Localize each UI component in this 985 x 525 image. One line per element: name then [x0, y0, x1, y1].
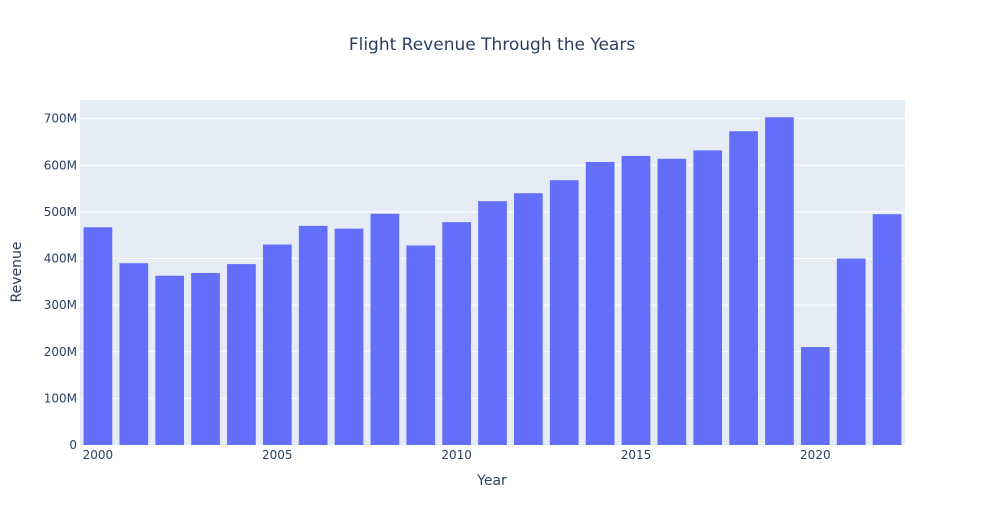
y-axis-title: Revenue — [9, 242, 25, 303]
bar[interactable] — [334, 228, 364, 445]
y-tick-label: 600M — [44, 158, 77, 172]
bar[interactable] — [836, 258, 866, 445]
bar[interactable] — [585, 162, 615, 445]
x-tick-label: 2000 — [83, 448, 114, 462]
x-tick-label: 2005 — [262, 448, 293, 462]
x-tick-label: 2020 — [800, 448, 831, 462]
bar[interactable] — [262, 244, 292, 445]
x-axis-title: Year — [476, 473, 507, 489]
bar[interactable] — [549, 180, 579, 445]
y-tick-label: 500M — [44, 205, 77, 219]
bar[interactable] — [119, 263, 149, 445]
y-tick-label: 400M — [44, 252, 77, 266]
bar[interactable] — [693, 150, 723, 445]
bar[interactable] — [478, 201, 507, 445]
chart-title: Flight Revenue Through the Years — [349, 35, 636, 55]
bar[interactable] — [298, 225, 328, 445]
y-axis-ticks: 0 100M 200M 300M 400M 500M 600M 700M — [44, 112, 77, 452]
bar[interactable] — [155, 275, 185, 445]
x-axis-ticks: 2000 2005 2010 2015 2020 — [83, 448, 831, 462]
bar[interactable] — [621, 155, 651, 445]
bar[interactable] — [657, 158, 687, 446]
bars — [83, 117, 902, 446]
bar[interactable] — [442, 222, 471, 445]
bar[interactable] — [227, 264, 256, 445]
bar[interactable] — [370, 213, 400, 445]
bar[interactable] — [191, 272, 220, 445]
y-tick-label: 0 — [69, 438, 77, 452]
bar[interactable] — [514, 193, 543, 445]
x-tick-label: 2015 — [621, 448, 652, 462]
y-tick-label: 700M — [44, 112, 77, 126]
bar[interactable] — [765, 117, 794, 445]
bar[interactable] — [83, 227, 113, 445]
bar[interactable] — [872, 214, 902, 445]
y-tick-label: 100M — [44, 391, 77, 405]
y-tick-label: 200M — [44, 345, 77, 359]
bar[interactable] — [729, 131, 758, 445]
y-tick-label: 300M — [44, 298, 77, 312]
bar[interactable] — [800, 347, 830, 445]
x-tick-label: 2010 — [441, 448, 472, 462]
bar[interactable] — [406, 245, 436, 445]
